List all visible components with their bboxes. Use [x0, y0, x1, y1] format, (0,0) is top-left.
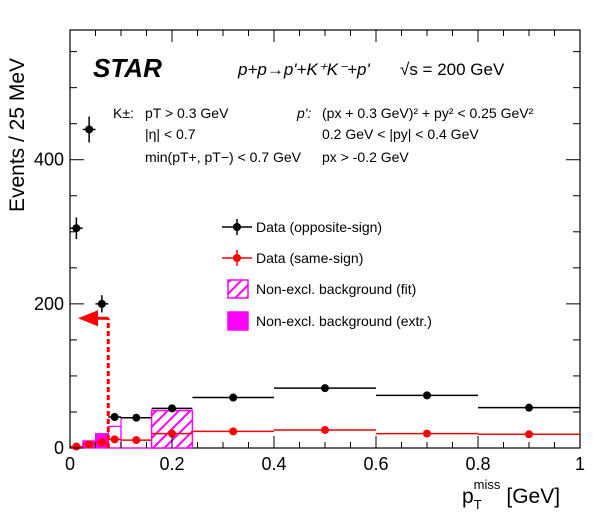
- legend-label-bkg-fit: Non-excl. background (fit): [256, 281, 416, 297]
- data-point-same-sign: [376, 429, 478, 438]
- data-marker: [229, 427, 238, 436]
- data-marker: [423, 429, 431, 438]
- y-tick-label: 200: [34, 294, 64, 314]
- legend-entry-same-sign: Data (same-sign): [222, 250, 363, 266]
- y-axis-label: Events / 25 MeV: [6, 58, 29, 212]
- x-tick-label: 1: [575, 454, 585, 474]
- data-marker: [97, 438, 106, 447]
- data-point-same-sign: [95, 438, 109, 447]
- data-marker: [110, 413, 119, 422]
- proton-cuts-label: p':: [296, 105, 311, 121]
- x-tick-label: 0: [65, 454, 75, 474]
- data-marker: [85, 125, 94, 134]
- legend-label-same-sign: Data (same-sign): [256, 250, 363, 266]
- legend-entry-bkg-fit: Non-excl. background (fit): [227, 279, 416, 299]
- data-marker: [132, 436, 141, 445]
- data-point-opposite-sign: [82, 116, 96, 143]
- kaon-cut-2: |η| < 0.7: [145, 126, 196, 142]
- energy-label: √s = 200 GeV: [400, 60, 505, 79]
- data-marker: [229, 393, 238, 402]
- x-tick-label: 0.2: [159, 454, 184, 474]
- process-label: p+p→p'+K⁺K⁻+p': [237, 60, 370, 79]
- data-marker: [72, 224, 81, 233]
- data-marker: [321, 425, 329, 434]
- kaon-cut-3: min(pT+, pT−) < 0.7 GeV: [145, 149, 302, 165]
- proton-cut-1: (px + 0.3 GeV)² + py² < 0.25 GeV²: [322, 105, 534, 121]
- data-point-opposite-sign: [70, 217, 83, 239]
- data-marker: [168, 429, 176, 438]
- data-marker: [525, 403, 533, 412]
- x-axis-label-unit: [GeV]: [506, 485, 560, 508]
- data-point-opposite-sign: [121, 413, 152, 422]
- svg-text:pTmiss[GeV]: pTmiss [GeV]: [462, 477, 560, 512]
- data-point-opposite-sign: [151, 404, 193, 413]
- legend-label-opposite-sign: Data (opposite-sign): [256, 219, 382, 235]
- data-point-opposite-sign: [95, 295, 109, 313]
- kaon-cuts-label: K±:: [113, 105, 134, 121]
- x-tick-label: 0.8: [465, 454, 490, 474]
- data-marker: [525, 430, 533, 439]
- axis-layer: 0 0.2 0.4 0.6 0.8 1 0 200 400: [34, 30, 585, 474]
- data-point-same-sign: [82, 440, 96, 449]
- data-point-opposite-sign: [478, 403, 580, 412]
- data-point-same-sign: [108, 435, 121, 444]
- data-point-same-sign: [478, 430, 580, 439]
- legend-entry-bkg-extr: Non-excl. background (extr.): [227, 311, 432, 331]
- experiment-label: STAR: [93, 53, 162, 83]
- data-marker: [85, 440, 94, 449]
- x-tick-label: 0.4: [261, 454, 286, 474]
- data-point-same-sign: [274, 425, 376, 434]
- data-point-same-sign: [70, 442, 83, 451]
- proton-cut-3: px > -0.2 GeV: [322, 149, 409, 165]
- x-axis-label: pTmiss [GeV]: [462, 477, 560, 512]
- data-marker: [423, 391, 431, 400]
- legend-label-bkg-extr: Non-excl. background (extr.): [256, 313, 432, 329]
- legend: Data (opposite-sign) Data (same-sign) No…: [222, 219, 432, 331]
- x-axis-label-sup: miss: [474, 477, 501, 492]
- x-axis-label-p: p: [462, 485, 474, 508]
- data-point-same-sign: [151, 429, 193, 438]
- kaon-cut-1: pT > 0.3 GeV: [145, 105, 229, 121]
- data-marker: [132, 413, 141, 422]
- data-point-same-sign: [121, 436, 152, 445]
- data-point-opposite-sign: [376, 391, 478, 400]
- x-tick-label: 0.6: [363, 454, 388, 474]
- data-layer: [70, 116, 580, 451]
- y-tick-label: 400: [34, 150, 64, 170]
- data-marker: [72, 442, 81, 451]
- data-marker: [321, 384, 329, 393]
- data-marker: [168, 404, 176, 413]
- data-marker: [110, 435, 119, 444]
- x-axis-label-sub: T: [474, 497, 482, 512]
- data-point-same-sign: [192, 427, 274, 436]
- data-point-opposite-sign: [274, 384, 376, 393]
- data-marker: [97, 299, 106, 308]
- proton-cut-2: 0.2 GeV < |py| < 0.4 GeV: [322, 126, 479, 142]
- data-point-opposite-sign: [192, 393, 274, 402]
- y-tick-label: 0: [54, 438, 64, 458]
- legend-entry-opposite-sign: Data (opposite-sign): [222, 219, 382, 235]
- cut-arrow-head: [78, 310, 98, 327]
- data-point-opposite-sign: [108, 413, 121, 422]
